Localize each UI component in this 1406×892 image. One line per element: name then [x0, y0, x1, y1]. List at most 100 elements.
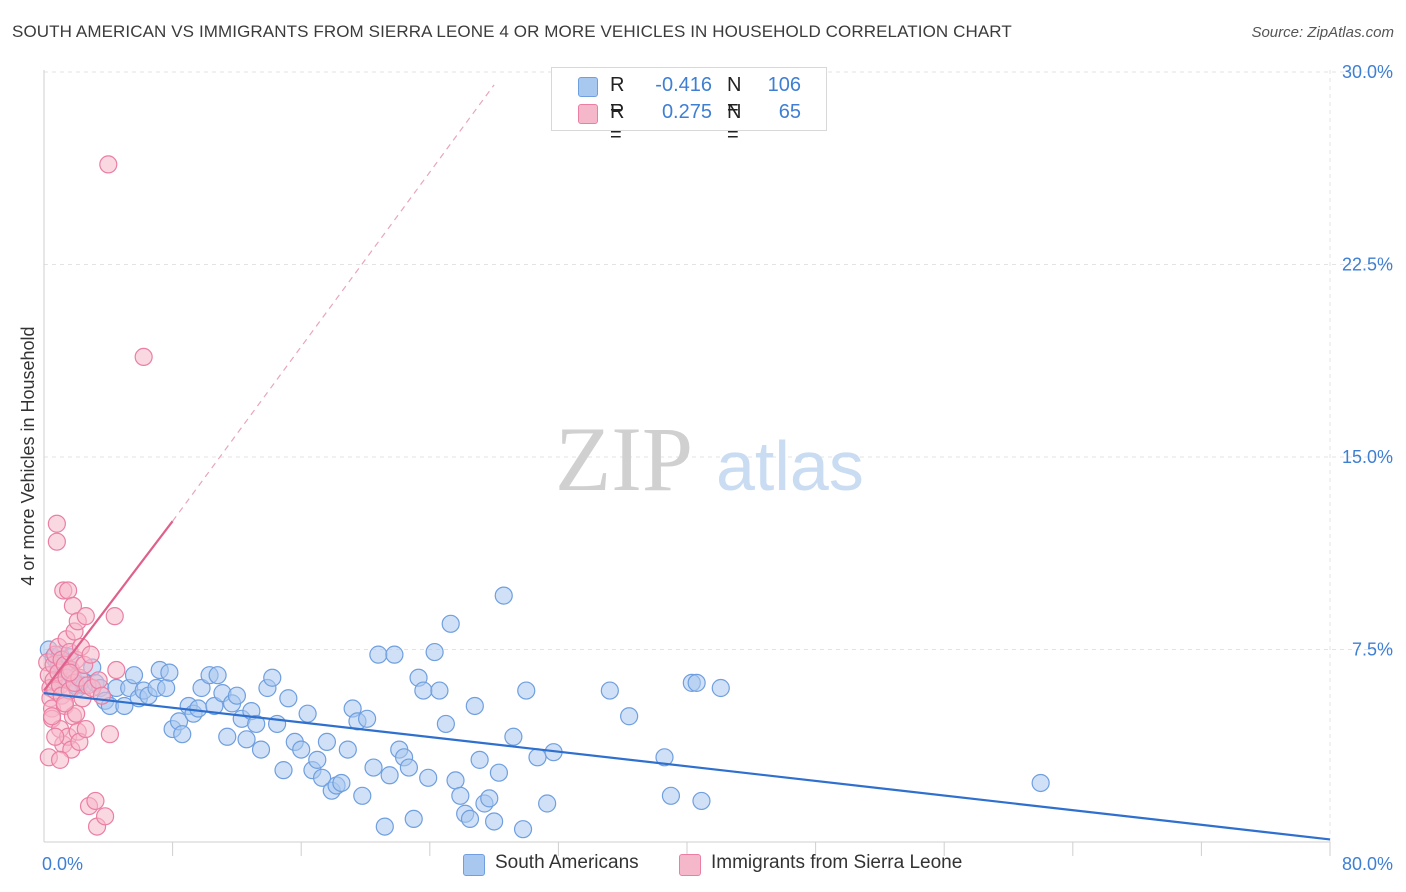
south-american-point [369, 645, 388, 664]
sierra-leone-point [76, 607, 95, 626]
sierra-leone-point [92, 686, 111, 705]
south-american-point [312, 768, 332, 787]
sierra-leone-point [76, 719, 95, 739]
y-tick-label: 15.0% [1342, 447, 1393, 467]
sierra-leone-point [99, 155, 118, 174]
south-american-point [263, 668, 282, 687]
legend-r-value: 0.275 [661, 101, 712, 123]
south-american-point [353, 786, 372, 805]
south-american-point [414, 681, 433, 700]
labels-layer: 7.5% 15.0% 22.5% 30.0% 0.0% 80.0% [42, 62, 1393, 874]
sierra-leone-point [47, 532, 66, 551]
legend-n-value: 106 [767, 74, 801, 96]
south-american-point [205, 696, 224, 716]
south-american-point [157, 678, 176, 698]
south-american-point [470, 750, 489, 769]
legend-swatch-blue [463, 854, 485, 876]
south-american-point [661, 786, 681, 805]
south-american-point [364, 758, 383, 777]
sierra-leone-point [42, 707, 62, 726]
sierra-leone-point [89, 671, 108, 690]
south-american-point [399, 758, 419, 777]
grid-layer [44, 70, 1392, 856]
south-american-point [485, 812, 504, 831]
south-american-point [513, 820, 533, 839]
legend-n-label: N = [727, 74, 742, 119]
south-american-point [494, 586, 513, 605]
chart-source: Source: ZipAtlas.com [1251, 24, 1394, 41]
south-american-point [338, 740, 357, 759]
legend-label: South Americans [495, 852, 639, 873]
sierra-leone-point [47, 514, 66, 533]
south-american-point [124, 666, 144, 685]
y-tick-label: 7.5% [1352, 640, 1393, 660]
sierra-leone-point [107, 660, 126, 680]
sierra-leone-point [105, 607, 124, 626]
south-american-point [538, 794, 557, 813]
sierra-leone-trendline [43, 520, 174, 692]
south-american-point [419, 768, 438, 787]
correlation-legend: R = -0.416 N = 106 R = 0.275 N = 65 [551, 67, 827, 146]
south-american-point [404, 809, 423, 829]
south-american-point [227, 686, 246, 705]
trend-layer [43, 84, 1331, 841]
south-american-point [380, 766, 399, 785]
sierra-leone-trendline-extension [172, 84, 495, 522]
south-american-point [480, 789, 499, 808]
legend-n-value: 65 [778, 101, 801, 123]
legend-swatch-pink [679, 854, 701, 876]
south-american-point [451, 786, 470, 805]
south-american-point [332, 773, 351, 793]
x-tick-label: 80.0% [1342, 854, 1393, 874]
legend-r-label: R = [610, 74, 625, 119]
sierra-leone-point [86, 791, 105, 811]
sierra-leone-point [67, 704, 86, 723]
sierra-leone-point [134, 347, 153, 366]
points-layer [38, 155, 1050, 839]
south-american-point [620, 707, 639, 726]
south-american-point [687, 673, 706, 692]
legend-r-label: R = [610, 101, 625, 146]
south-american-point [189, 699, 208, 718]
south-american-point [173, 725, 192, 744]
south-american-point [600, 681, 619, 700]
chart-title: SOUTH AMERICAN VS IMMIGRANTS FROM SIERRA… [12, 22, 1012, 41]
south-american-point [1031, 773, 1050, 793]
legend-label: Immigrants from Sierra Leone [711, 852, 963, 873]
y-axis-title: 4 or more Vehicles in Household [18, 326, 38, 585]
sierra-leone-point [95, 807, 115, 826]
south-american-point [692, 791, 711, 811]
south-american-point [446, 771, 465, 790]
sierra-leone-point [100, 725, 120, 744]
sierra-leone-point [59, 581, 78, 600]
y-tick-label: 22.5% [1342, 255, 1393, 275]
south-american-point [517, 681, 536, 700]
watermark: ZIP atlas [555, 408, 864, 510]
south-american-point [298, 704, 317, 723]
south-american-point [655, 748, 674, 767]
south-american-point [279, 689, 298, 708]
south-american-point [528, 748, 547, 767]
south-american-point [251, 740, 271, 759]
south-american-point [375, 817, 394, 836]
south-american-point [218, 727, 237, 746]
legend-n-label: N = [727, 101, 742, 146]
watermark-zip: ZIP [555, 408, 693, 510]
south-american-point [441, 614, 460, 633]
sierra-leone-point [55, 694, 74, 713]
south-american-point [237, 730, 256, 749]
legend-r-value: -0.416 [655, 74, 712, 96]
x-tick-label: 0.0% [42, 854, 83, 874]
south-american-point [430, 681, 449, 700]
legend-swatch-blue [578, 77, 598, 97]
south-american-point [358, 709, 377, 728]
south-american-point [274, 761, 293, 780]
south-american-point [317, 732, 337, 752]
south-american-point [208, 666, 227, 685]
south-american-point [465, 696, 484, 716]
south-american-point [489, 763, 509, 782]
sierra-leone-point [50, 750, 70, 769]
south-american-point [425, 642, 444, 662]
legend-swatch-pink [578, 104, 598, 124]
